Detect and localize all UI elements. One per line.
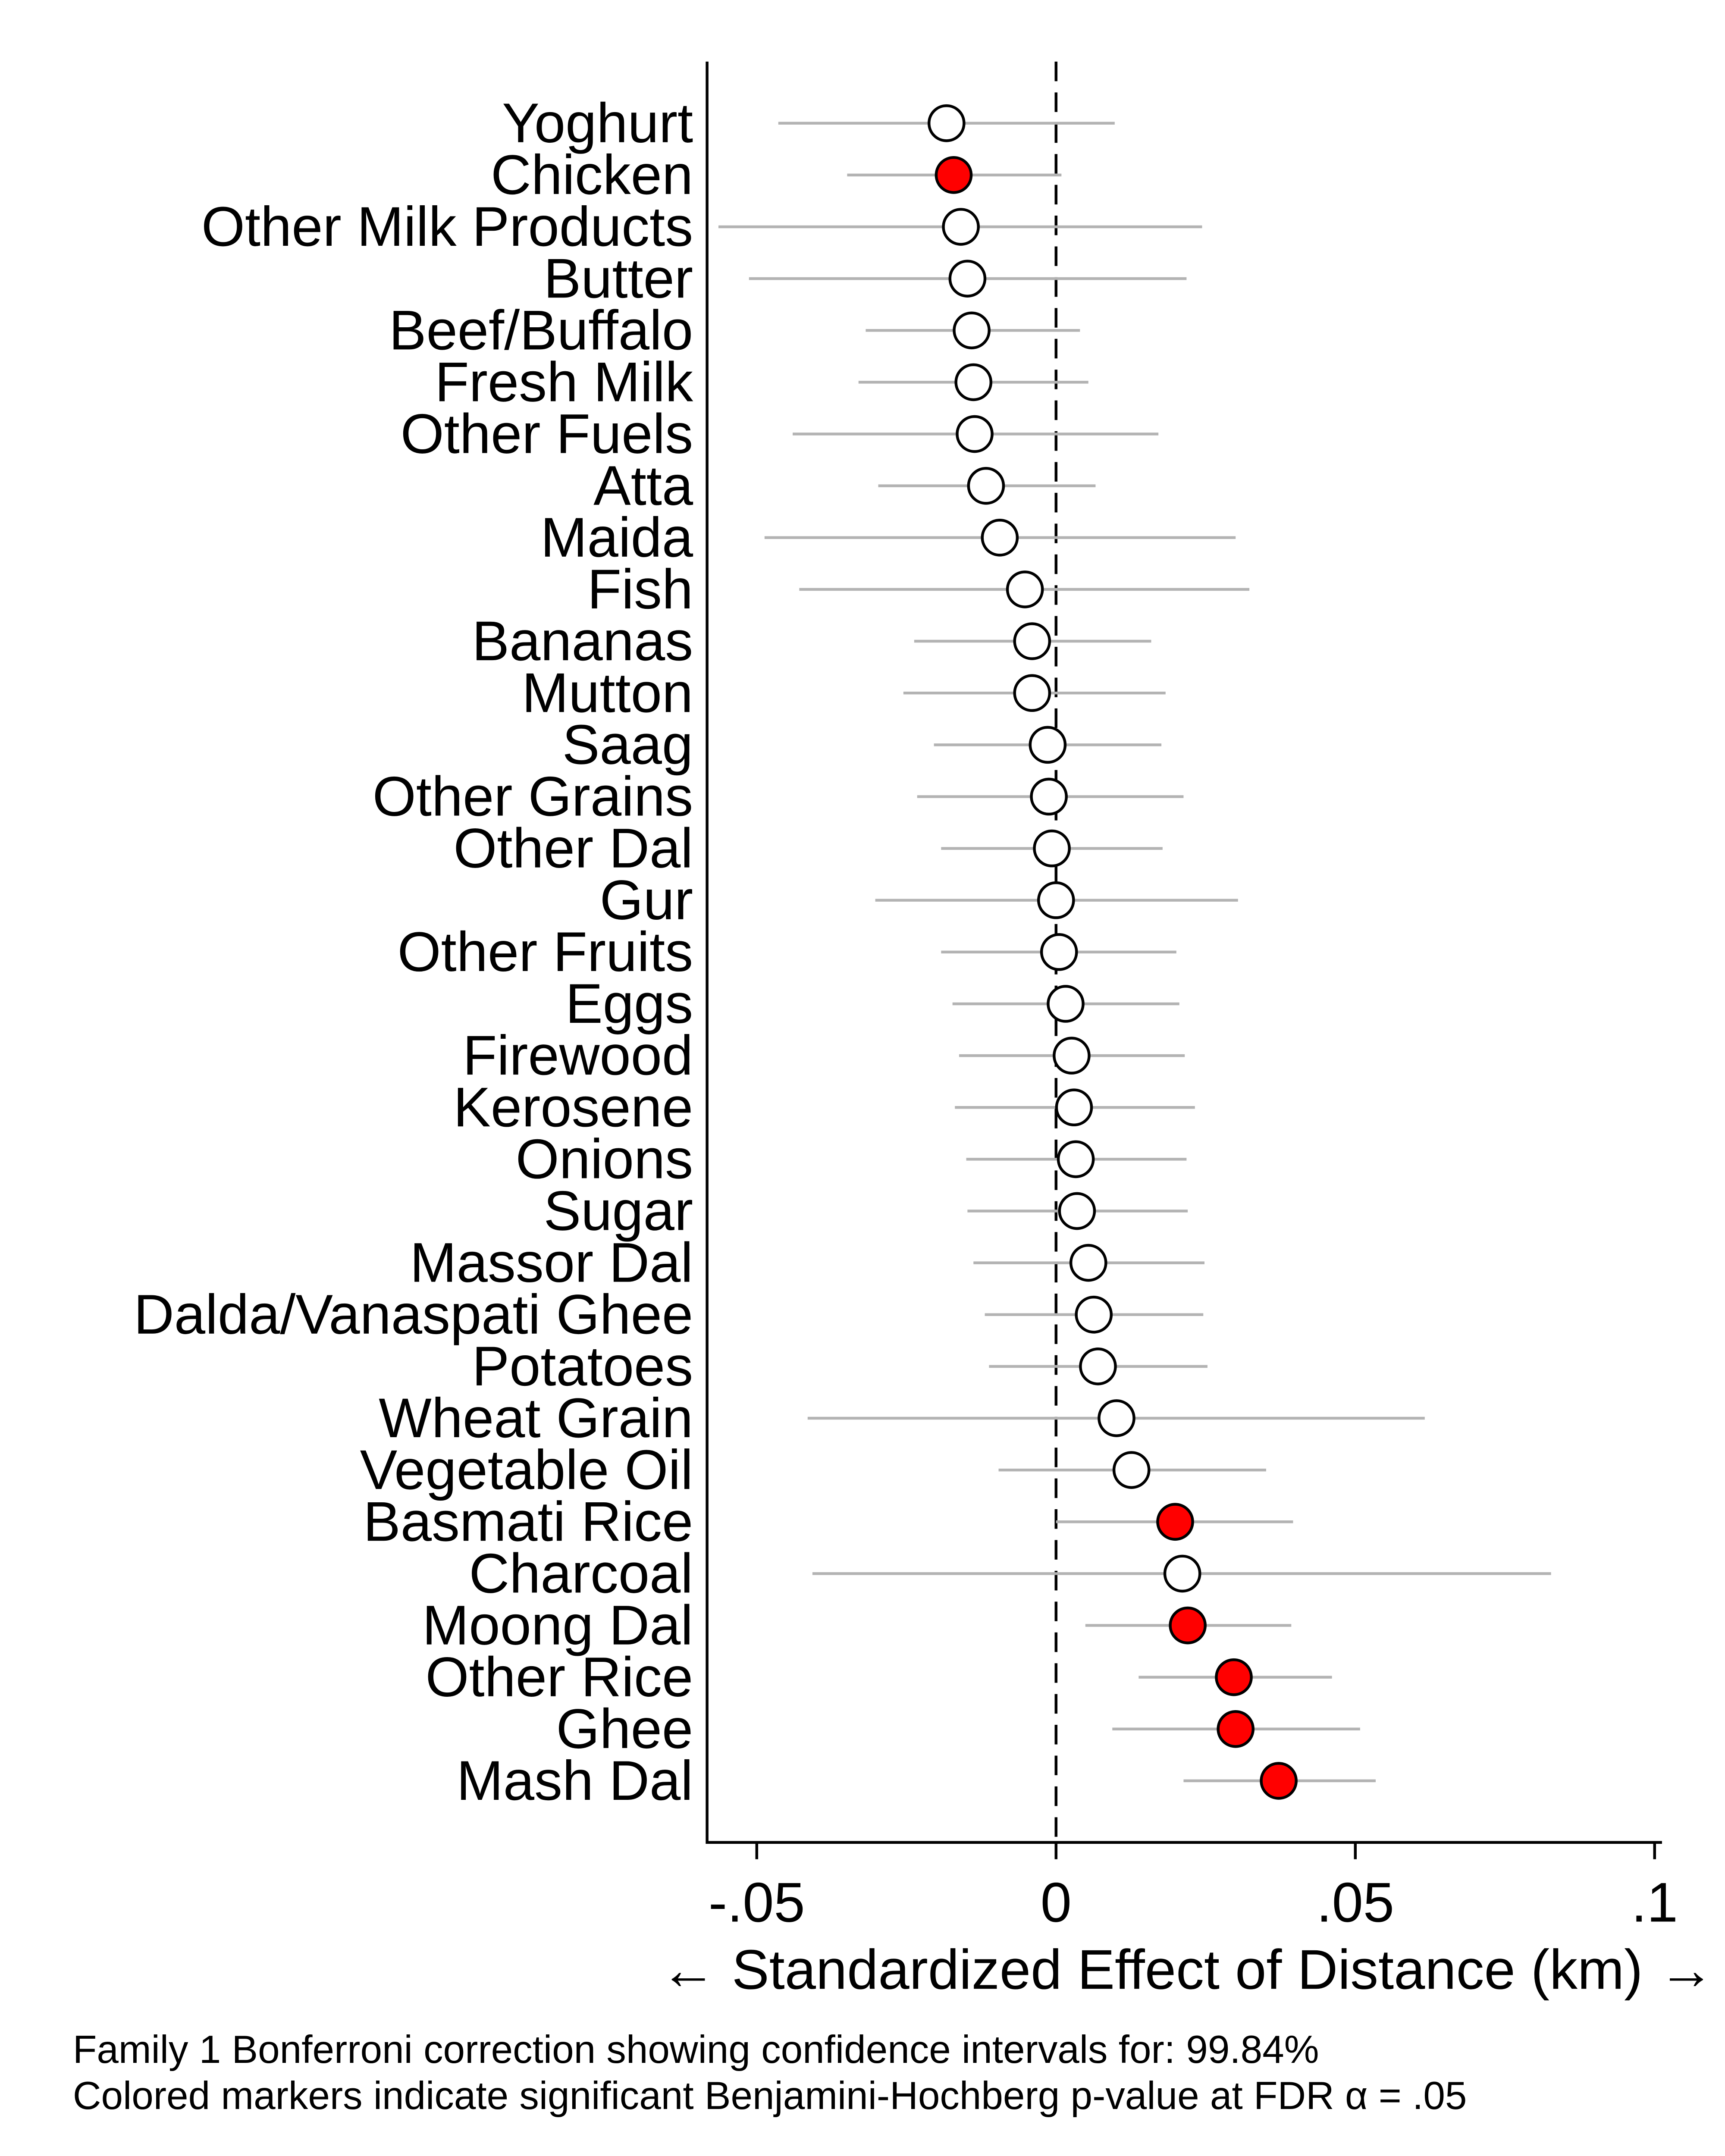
point-estimate [1156,1503,1194,1541]
y-tick-label: Onions [516,1127,693,1190]
y-tick-label: Atta [593,454,693,517]
y-tick-label: Yoghurt [502,91,693,154]
point-estimate [953,311,991,350]
point-estimate [1079,1348,1117,1385]
point-estimate [954,363,993,401]
point-estimate [942,208,980,246]
x-axis-title: ← Standardized Effect of Distance (km) → [660,1938,1714,2001]
y-tick-label: Massor Dal [410,1231,693,1294]
y-tick-label: Gur [600,868,693,931]
y-tick-label: Maida [540,506,693,569]
y-tick-label: Bananas [472,609,693,672]
y-tick-label: Fresh Milk [435,350,693,413]
point-estimate [1055,1088,1093,1127]
y-tick-label: Other Grains [373,765,693,828]
y-tick-label: Charcoal [469,1542,693,1604]
point-estimate [1075,1295,1113,1334]
y-tick-label: Other Rice [426,1645,693,1708]
y-tick-label: Eggs [565,972,693,1035]
y-tick-label: Other Fuels [401,402,693,465]
point-estimate [1013,674,1051,712]
x-tick-label: .05 [1317,1871,1395,1934]
y-tick-label: Other Milk Products [201,195,693,258]
point-estimate [1217,1710,1255,1748]
point-estimate [935,156,973,194]
y-tick-label: Other Fruits [398,920,693,983]
y-tick-label: Fish [587,558,693,620]
point-estimate [1053,1037,1091,1075]
y-tick-label: Vegetable Oil [360,1438,693,1501]
y-tick-label: Mutton [522,661,693,724]
point-estimate [1098,1399,1135,1437]
point-estimate [1112,1451,1151,1489]
y-tick-label: Dalda/Vanaspati Ghee [134,1283,693,1346]
point-estimate [948,260,987,298]
point-estimate [1169,1606,1207,1645]
y-tick-label: Moong Dal [422,1594,693,1657]
y-tick-label: Potatoes [472,1335,693,1398]
x-tick-label: 0 [1041,1871,1072,1934]
point-estimate [981,518,1019,557]
point-estimate [927,104,966,142]
point-estimate [1037,881,1075,919]
point-estimate [967,467,1005,505]
point-estimate [1058,1192,1096,1230]
y-tick-label: Wheat Grain [379,1386,693,1449]
y-tick-label: Ghee [556,1697,693,1760]
point-estimate [956,415,994,453]
point-estimate [1006,570,1044,608]
point-estimate [1057,1140,1095,1178]
point-estimate [1033,829,1071,868]
y-tick-label: Saag [562,713,693,776]
point-estimate [1163,1554,1201,1593]
y-tick-label: Firewood [463,1024,693,1087]
x-tick-label: .1 [1631,1871,1678,1934]
point-estimate [1030,777,1068,816]
point-estimate [1047,985,1085,1023]
y-tick-label: Beef/Buffalo [389,298,693,361]
point-estimate [1040,933,1078,971]
point-estimate [1069,1244,1107,1282]
point-estimate [1029,726,1067,764]
y-tick-label: Mash Dal [457,1749,693,1812]
x-tick-label: -.05 [709,1871,805,1934]
point-estimate [1260,1762,1298,1800]
y-tick-label: Chicken [491,143,693,206]
y-tick-label: Other Dal [453,817,693,880]
note: Colored markers indicate significant Ben… [73,2074,1467,2118]
point-estimate [1013,622,1051,660]
note: Family 1 Bonferroni correction showing c… [73,2028,1319,2071]
y-tick-label: Kerosene [453,1075,693,1138]
y-tick-label: Basmati Rice [363,1490,693,1553]
y-tick-label: Sugar [544,1179,693,1242]
point-estimate [1215,1658,1253,1696]
y-tick-label: Butter [544,247,693,310]
